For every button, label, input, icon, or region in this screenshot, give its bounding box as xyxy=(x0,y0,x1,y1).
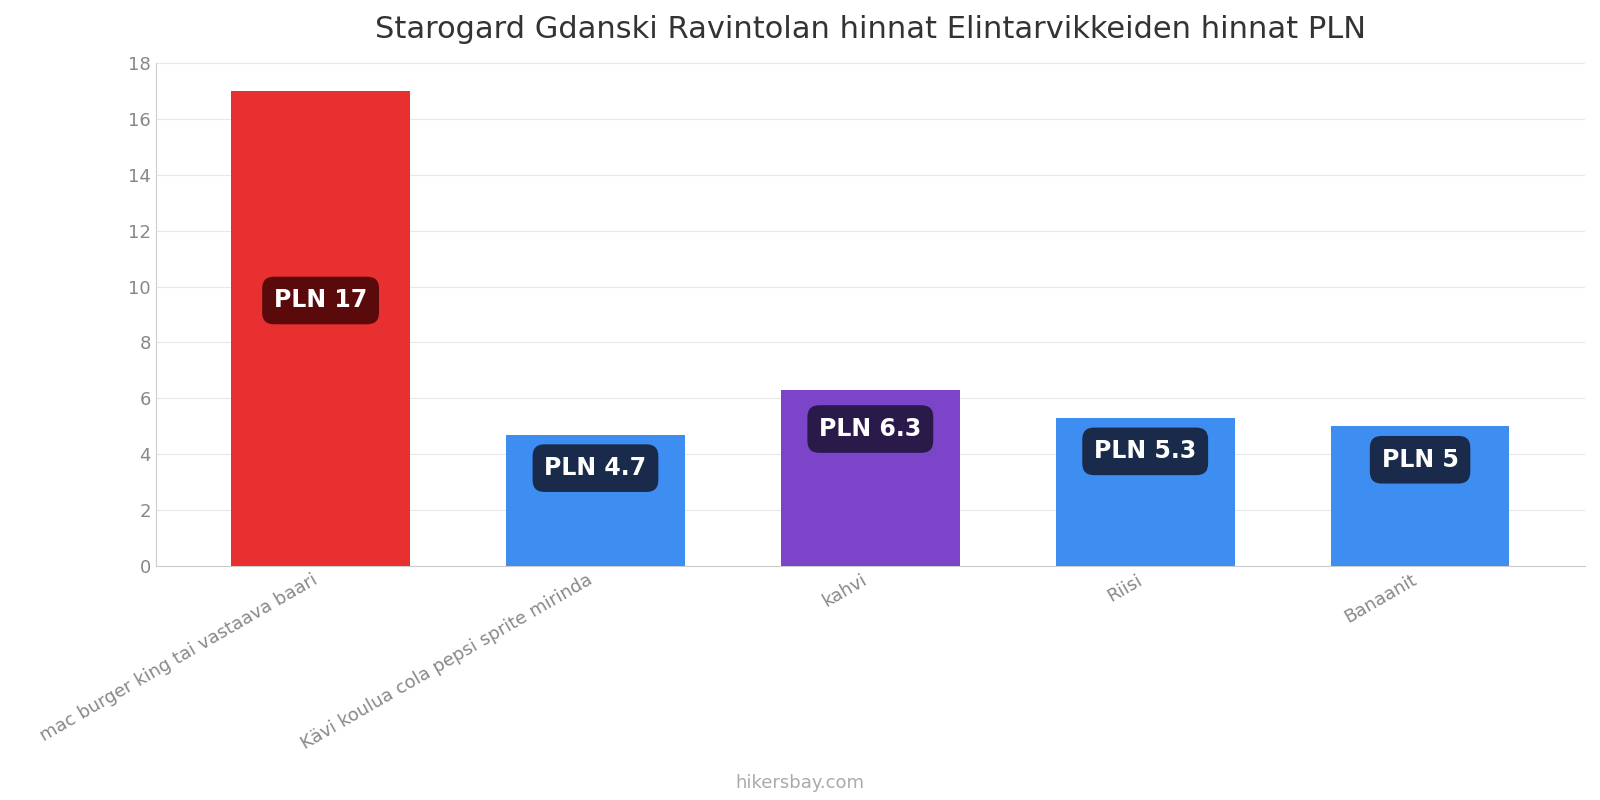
Text: PLN 17: PLN 17 xyxy=(274,289,368,313)
Text: hikersbay.com: hikersbay.com xyxy=(736,774,864,792)
Title: Starogard Gdanski Ravintolan hinnat Elintarvikkeiden hinnat PLN: Starogard Gdanski Ravintolan hinnat Elin… xyxy=(374,15,1366,44)
Bar xyxy=(232,91,410,566)
Bar xyxy=(506,434,685,566)
Bar xyxy=(1331,426,1509,566)
Bar xyxy=(1056,418,1235,566)
Bar xyxy=(781,390,960,566)
Text: PLN 5.3: PLN 5.3 xyxy=(1094,439,1197,463)
Text: PLN 4.7: PLN 4.7 xyxy=(544,456,646,480)
Text: PLN 5: PLN 5 xyxy=(1382,448,1459,472)
Text: PLN 6.3: PLN 6.3 xyxy=(819,417,922,441)
